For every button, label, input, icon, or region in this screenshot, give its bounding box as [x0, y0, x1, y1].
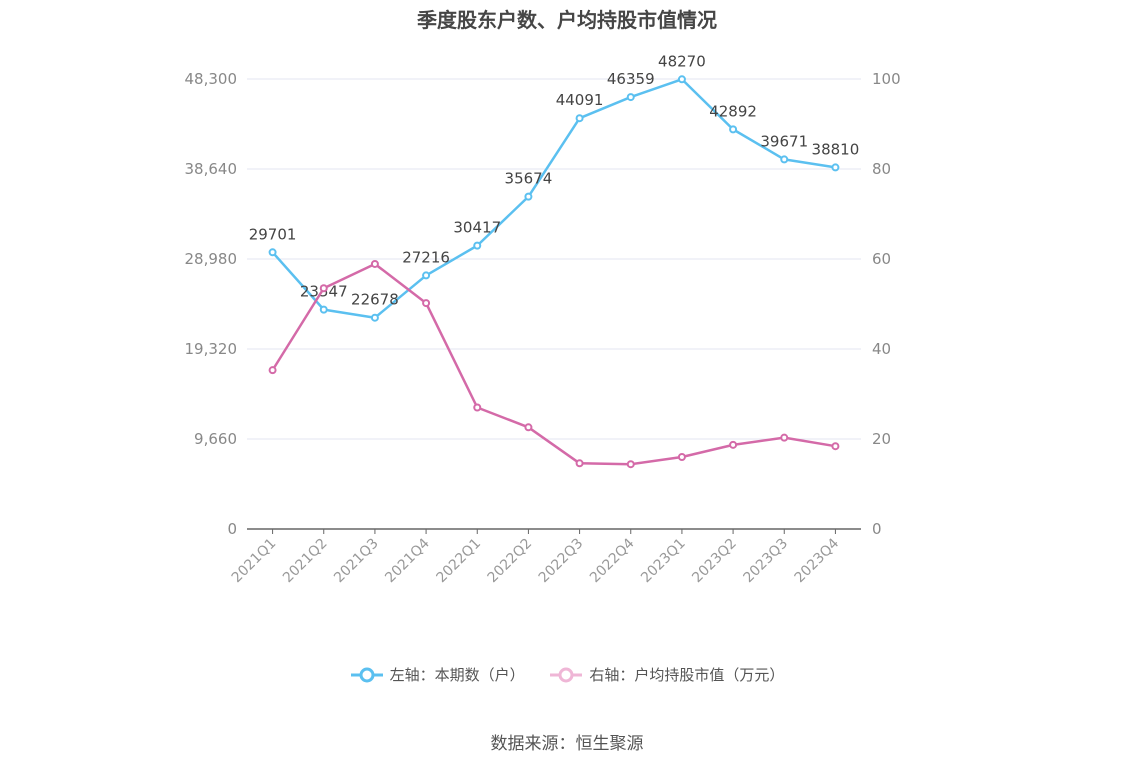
data-label: 22678	[351, 291, 399, 309]
data-point-right	[473, 403, 482, 412]
x-axis-tick-label: 2023Q3	[740, 536, 791, 587]
data-label: 46359	[607, 70, 655, 88]
data-label: 48270	[658, 52, 706, 70]
data-label: 29701	[249, 225, 297, 243]
left-axis-tick-label: 38,640	[185, 160, 238, 178]
x-axis-tick-label: 2022Q1	[433, 536, 484, 587]
data-point-right	[729, 440, 738, 449]
left-axis-tick-label: 28,980	[185, 250, 238, 268]
data-label: 30417	[453, 219, 501, 237]
data-point-left	[422, 271, 431, 280]
data-point-left	[575, 114, 584, 123]
right-axis-tick-label: 0	[872, 520, 882, 538]
data-point-right	[677, 453, 686, 461]
chart-title: 季度股东户数、户均持股市值情况	[417, 8, 717, 32]
legend-label-left-series: 左轴：本期数（户）	[389, 666, 525, 684]
data-point-left	[729, 125, 738, 134]
x-axis-tick-label: 2022Q2	[485, 536, 536, 587]
right-axis-tick-label: 60	[872, 250, 891, 268]
x-axis-tick-label: 2021Q3	[331, 536, 382, 587]
data-point-right	[575, 459, 584, 468]
x-axis-tick-label: 2023Q2	[689, 536, 740, 587]
legend-swatch-left-icon	[350, 667, 383, 682]
data-point-left	[677, 75, 686, 84]
data-point-left	[831, 163, 840, 172]
x-axis-tick-label: 2021Q4	[382, 535, 433, 586]
data-source: 数据来源：恒生聚源	[490, 734, 644, 754]
x-axis-tick-label: 2021Q2	[280, 536, 331, 587]
right-axis-tick-label: 100	[872, 70, 901, 88]
x-axis-tick-label: 2021Q1	[229, 536, 280, 587]
data-label: 44091	[556, 91, 604, 109]
data-point-right	[370, 259, 379, 268]
left-axis-tick-label: 9,660	[194, 430, 237, 448]
data-label: 27216	[402, 248, 450, 266]
chart-plot: 0 0 9,660 20 19,320 40 28,980 60 38,640 80 48,300 1…	[185, 52, 901, 587]
data-point-left	[473, 241, 482, 250]
data-point-right	[319, 284, 328, 293]
data-point-right	[268, 366, 277, 375]
data-label: 39671	[760, 132, 808, 150]
data-label: 38810	[812, 140, 860, 158]
data-point-right	[422, 299, 431, 308]
data-point-left	[370, 313, 379, 322]
legend-item-right-series[interactable]: 右轴：户均持股市值（万元）	[549, 664, 784, 685]
data-point-right	[780, 433, 789, 442]
legend-label-right-series: 右轴：户均持股市值（万元）	[589, 666, 785, 684]
data-point-right	[524, 423, 533, 432]
data-point-left	[319, 305, 328, 314]
data-point-left	[524, 192, 533, 201]
data-point-right	[626, 460, 635, 469]
x-axis-tick-label: 2023Q1	[638, 536, 689, 587]
left-axis-tick-label: 0	[227, 520, 237, 538]
data-point-right	[831, 442, 840, 451]
legend-item-left-series[interactable]: 左轴：本期数（户）	[350, 664, 525, 685]
x-axis-tick-label: 2023Q4	[792, 535, 843, 586]
data-point-left	[780, 155, 789, 164]
x-axis-tick-label: 2022Q3	[536, 536, 587, 587]
left-axis-tick-label: 19,320	[185, 340, 238, 358]
series-line-right	[271, 262, 836, 466]
data-point-left	[268, 248, 277, 257]
right-axis-tick-label: 20	[872, 430, 891, 448]
data-label: 35674	[505, 170, 553, 188]
left-axis-tick-label: 48,300	[185, 70, 238, 88]
right-axis-tick-label: 40	[872, 340, 891, 358]
legend: 左轴：本期数（户） 右轴：户均持股市值（万元）	[0, 664, 1134, 687]
data-point-left	[626, 93, 635, 102]
series-line-left	[271, 78, 836, 319]
legend-swatch-right-icon	[550, 667, 583, 682]
x-axis-tick-label: 2022Q4	[587, 535, 638, 586]
right-axis-tick-label: 80	[872, 160, 891, 178]
data-label: 42892	[709, 102, 757, 120]
